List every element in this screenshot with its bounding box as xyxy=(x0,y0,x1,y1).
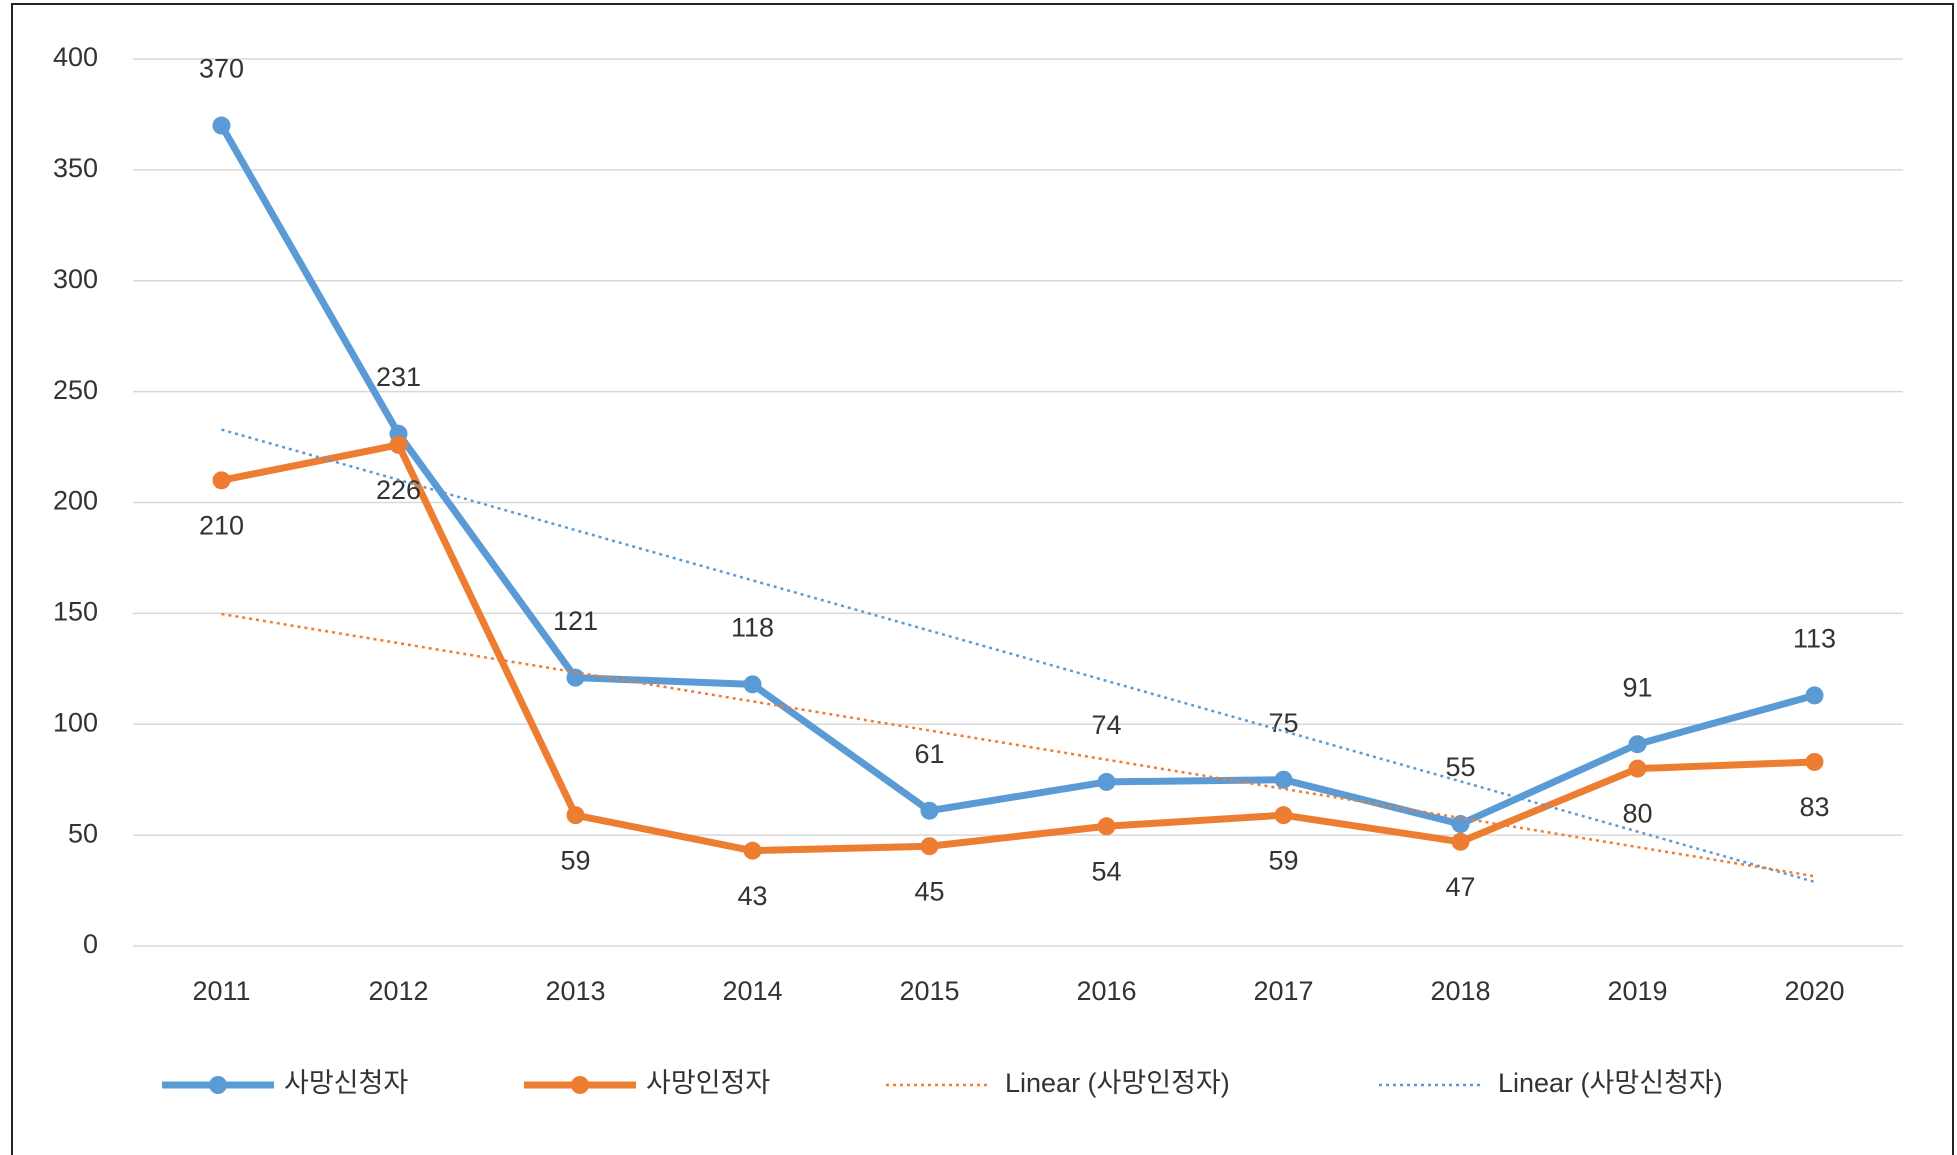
data-point xyxy=(920,801,939,820)
legend-label: Linear (사망인정자) xyxy=(1005,1068,1230,1098)
data-point xyxy=(1805,686,1824,705)
x-tick-label: 2018 xyxy=(1430,976,1490,1006)
data-label: 231 xyxy=(376,362,421,392)
data-point xyxy=(1628,759,1647,778)
data-point xyxy=(1274,806,1293,825)
x-tick-label: 2019 xyxy=(1607,976,1667,1006)
legend-label: 사망인정자 xyxy=(646,1068,770,1098)
y-tick-label: 50 xyxy=(68,818,98,848)
x-tick-label: 2017 xyxy=(1253,976,1313,1006)
data-label: 45 xyxy=(914,876,944,906)
data-label: 370 xyxy=(199,54,244,84)
x-tick-label: 2020 xyxy=(1784,976,1844,1006)
x-tick-label: 2016 xyxy=(1076,976,1136,1006)
data-point xyxy=(920,837,939,856)
data-point xyxy=(743,675,762,694)
legend-marker xyxy=(571,1076,589,1094)
data-point xyxy=(212,471,231,490)
data-label: 210 xyxy=(199,510,244,540)
x-tick-label: 2013 xyxy=(545,976,605,1006)
data-point xyxy=(1805,752,1824,771)
data-label: 74 xyxy=(1091,710,1121,740)
data-label: 113 xyxy=(1793,624,1836,654)
data-label: 55 xyxy=(1445,752,1475,782)
data-label: 121 xyxy=(553,606,598,636)
y-tick-label: 300 xyxy=(53,264,98,294)
data-point xyxy=(566,668,585,687)
data-point xyxy=(1097,772,1116,791)
legend-label: Linear (사망신청자) xyxy=(1498,1068,1723,1098)
data-point xyxy=(1274,770,1293,789)
legend-marker xyxy=(209,1076,227,1094)
data-label: 47 xyxy=(1445,872,1475,902)
data-label: 91 xyxy=(1622,672,1652,702)
data-point xyxy=(1451,832,1470,851)
y-tick-label: 0 xyxy=(83,929,98,959)
data-point xyxy=(1097,817,1116,836)
x-tick-label: 2014 xyxy=(722,976,782,1006)
data-point xyxy=(566,806,585,825)
data-point xyxy=(212,116,231,135)
data-label: 83 xyxy=(1799,792,1829,822)
data-label: 118 xyxy=(731,612,774,642)
y-tick-label: 350 xyxy=(53,153,98,183)
y-tick-label: 150 xyxy=(53,597,98,627)
trendline xyxy=(221,428,1815,884)
series-line xyxy=(220,441,1815,855)
series-line xyxy=(218,123,1816,828)
x-tick-label: 2015 xyxy=(899,976,959,1006)
data-point xyxy=(743,841,762,860)
y-tick-label: 400 xyxy=(53,42,98,72)
data-label: 54 xyxy=(1091,856,1121,886)
trendline xyxy=(221,612,1815,878)
chart-frame xyxy=(11,3,1954,1155)
data-label: 80 xyxy=(1622,799,1652,829)
y-tick-label: 100 xyxy=(53,707,98,737)
x-tick-label: 2012 xyxy=(368,976,428,1006)
data-label: 43 xyxy=(737,881,767,911)
y-tick-label: 200 xyxy=(53,486,98,516)
data-label: 61 xyxy=(914,739,944,769)
y-tick-label: 250 xyxy=(53,375,98,405)
legend-label: 사망신청자 xyxy=(284,1068,408,1098)
data-label: 59 xyxy=(1268,845,1298,875)
data-point xyxy=(389,435,408,454)
data-point xyxy=(1628,735,1647,754)
x-tick-label: 2011 xyxy=(192,976,250,1006)
data-label: 59 xyxy=(560,845,590,875)
